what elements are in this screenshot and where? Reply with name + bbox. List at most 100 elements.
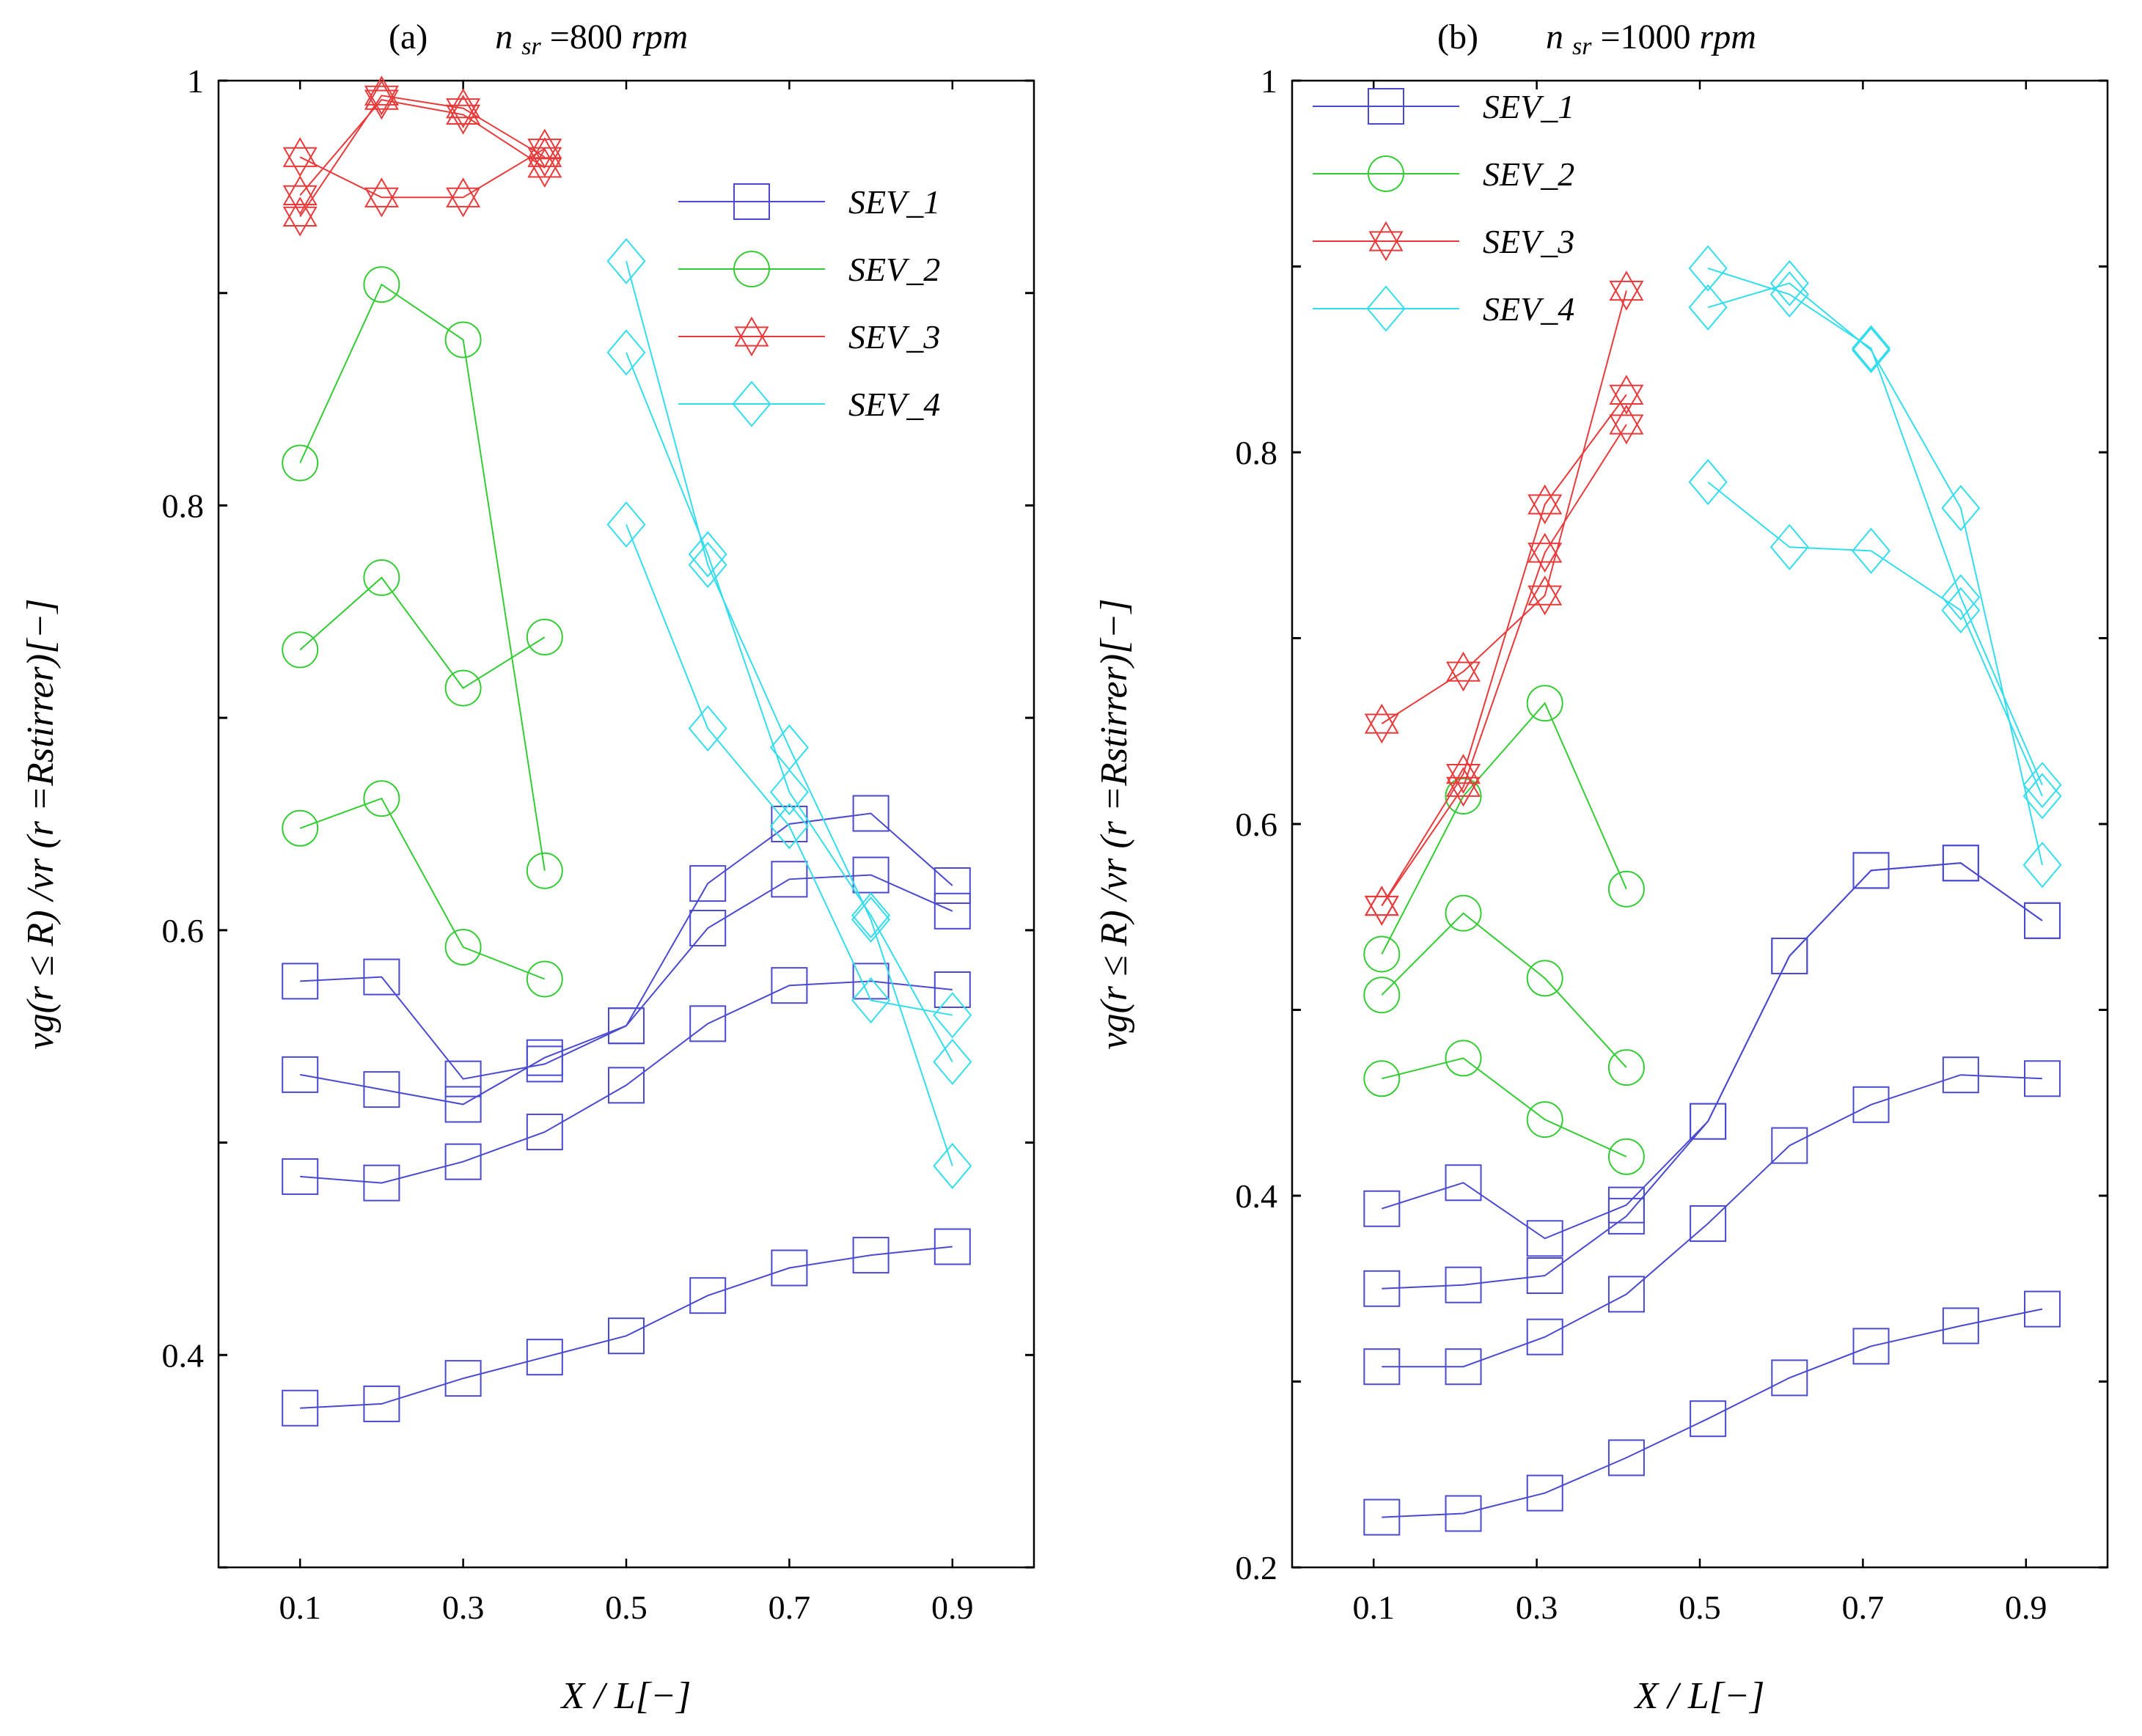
panel-a-x-tick-label: 0.7	[769, 1589, 811, 1626]
panel-a-SEV_1-point	[282, 1389, 319, 1427]
panel-b-y-tick-label: 1	[1261, 62, 1277, 100]
panel-a-SEV_4-point	[933, 1142, 972, 1189]
panel-a-SEV_1-point	[771, 967, 808, 1004]
panel-b-SEV_3-point	[1609, 375, 1644, 415]
panel-a-y-axis-label: vg(r ≤ R) /vr (r =Rstirrer)[−]	[20, 598, 62, 1049]
panel-a-SEV_2-point	[282, 631, 319, 669]
panel-a-SEV_1-point	[608, 1317, 645, 1355]
panel-b-SEV_2-point	[1526, 1101, 1563, 1139]
panel-b-title: (b) n sr =1000 rpm	[1437, 18, 1756, 62]
panel-a-SEV_2-line-3	[299, 283, 546, 871]
panel-a-SEV_2-point	[444, 929, 482, 966]
panel-a-legend-label-SEV_2: SEV_2	[848, 251, 940, 288]
panel-a-title-sub: sr	[521, 33, 541, 60]
panel-a-SEV_2-point	[363, 780, 400, 817]
panel-b-SEV_3-line-3	[1381, 424, 1627, 907]
panel-a-x-tick-label: 0.3	[442, 1589, 485, 1626]
panel-b-SEV_1-point	[1363, 1190, 1401, 1227]
panel-a-SEV_4-point	[851, 976, 891, 1024]
panel-a-legend-marker-SEV_2	[733, 251, 770, 287]
panel-a-SEV_3-line-2	[299, 99, 546, 196]
panel-b-SEV_1-line-1	[1382, 1308, 2043, 1518]
panel-b-SEV_4-point	[2022, 842, 2062, 889]
panel-a-SEV_1-point	[526, 1045, 563, 1083]
panel-b-SEV_4-point	[2022, 762, 2062, 809]
panel-b-legend-marker-SEV_2	[1368, 155, 1404, 192]
panel-b-SEV_1-point	[1852, 1328, 1890, 1365]
panel-b-SEV_1-point	[1445, 1164, 1482, 1202]
panel-b-series-SEV_1	[1363, 845, 2061, 1536]
panel-b-SEV_2-point	[1607, 870, 1645, 908]
panel-b-SEV_2-point	[1607, 1138, 1645, 1175]
panel-a: 0.1 0.3 0.5 0.7 0.90.40.60.81 SEV_1SEV_2SEV_…	[20, 18, 1035, 1717]
panel-a-SEV_1-point	[363, 1071, 400, 1108]
panel-a-SEV_1-point	[689, 865, 727, 902]
panel-b-SEV_4-point	[1769, 523, 1809, 570]
panel-b-SEV_2-point	[1445, 1040, 1482, 1077]
panel-b-SEV_4-point	[1941, 485, 1981, 532]
panel-a-SEV_1-line-2	[300, 980, 953, 1184]
panel-a-x-tick-label: 0.5	[605, 1589, 648, 1626]
panel-a-SEV_4-line-1	[626, 261, 953, 1166]
panel-b-SEV_3-point	[1527, 484, 1563, 525]
panel-b-title-n: n	[1546, 18, 1563, 56]
panel-a-SEV_1-point	[771, 1249, 808, 1287]
panel-a-title-value: =800	[550, 18, 631, 56]
panel-b-SEV_4-line-2	[1707, 282, 2043, 866]
panel-b-series-SEV_2	[1363, 685, 1645, 1175]
panel-b-SEV_1-point	[1607, 1186, 1645, 1224]
panel-b-SEV_1-point	[1942, 1056, 1979, 1094]
panel-b-SEV_3-point	[1445, 767, 1481, 807]
panel-b-SEV_1-point	[1942, 1307, 1979, 1345]
panel-a-SEV_2-line-2	[299, 576, 546, 689]
panel-a-SEV_1-point	[444, 1060, 482, 1097]
panel-a-SEV_1-point	[363, 958, 400, 996]
panel-b-SEV_1-point	[1526, 1220, 1563, 1257]
panel-a-SEV_3-point	[282, 137, 318, 177]
panel-b-legend-label-SEV_2: SEV_2	[1483, 155, 1574, 193]
panel-b-SEV_3-line-2	[1381, 394, 1627, 907]
panel-b-SEV_3-point	[1364, 886, 1399, 926]
panel-a-SEV_3-point	[364, 177, 399, 218]
panel-b-SEV_1-point	[1690, 1103, 1727, 1140]
panel-b-SEV_1-point	[1363, 1498, 1401, 1536]
panel-a-y-tick-label: 0.4	[162, 1336, 205, 1374]
panel-b-SEV_1-point	[2024, 1060, 2061, 1097]
panel-b-x-tick-label: 0.5	[1679, 1589, 1721, 1626]
panel-a-SEV_3-point	[364, 79, 399, 120]
panel-a-series-SEV_4	[606, 238, 972, 1189]
panel-a-SEV_1-point	[852, 795, 890, 832]
panel-a-SEV_1-point	[689, 1005, 727, 1042]
panel-b-y-axis-label: vg(r ≤ R) /vr (r =Rstirrer)[−]	[1093, 598, 1135, 1049]
panel-a-SEV_1-point	[608, 1007, 645, 1045]
panel-a-SEV_4-point	[933, 1038, 972, 1086]
panel-b-SEV_4-point	[1688, 284, 1728, 331]
panel-a-legend-marker-SEV_3	[734, 316, 769, 357]
panel-a-x-tick-label: 0.1	[279, 1589, 321, 1626]
panel-b-SEV_2-point	[1363, 935, 1401, 973]
panel-a-SEV_1-point	[934, 971, 971, 1008]
panel-b-x-tick-label: 0.3	[1516, 1589, 1558, 1626]
panel-b-title-unit: rpm	[1700, 18, 1756, 56]
panel-b-SEV_2-line-1	[1382, 1057, 1627, 1158]
panel-b-y-tick-label: 0.8	[1236, 434, 1278, 471]
panel-a-SEV_1-point	[689, 1277, 727, 1314]
panel-b-SEV_3-point	[1445, 754, 1481, 794]
panel-b-title-sub: sr	[1572, 33, 1592, 60]
panel-a-SEV_2-point	[282, 444, 319, 482]
panel-b: 0.1 0.3 0.5 0.7 0.90.20.40.60.81 SEV_1SEV_2S…	[1093, 18, 2109, 1717]
panel-b-SEV_4-point	[1941, 586, 1981, 634]
panel-a-SEV_1-point	[444, 1143, 482, 1180]
panel-a-SEV_4-point	[688, 705, 727, 752]
panel-a-SEV_2-point	[526, 852, 563, 889]
panel-b-SEV_3-line-1	[1381, 290, 1627, 724]
panel-a-SEV_2-point	[526, 619, 563, 656]
panel-b-SEV_1-point	[1771, 1359, 1808, 1397]
panel-b-SEV_1-point	[1526, 1318, 1563, 1356]
panel-a-title-unit: rpm	[631, 18, 688, 56]
panel-a-SEV_2-point	[444, 321, 482, 358]
panel-a-SEV_4-point	[769, 803, 809, 850]
panel-a-SEV_4-point	[851, 896, 891, 943]
panel-a-SEV_4-point	[688, 541, 727, 589]
